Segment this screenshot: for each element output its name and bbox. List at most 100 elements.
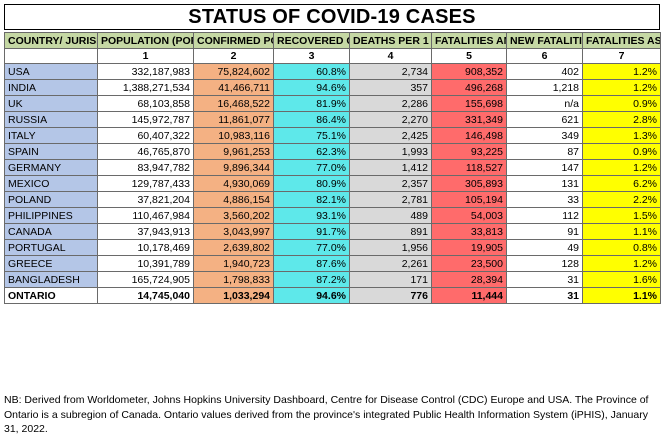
cell-confirmed: 4,886,154 [193, 191, 274, 208]
cell-country: GREECE [4, 255, 98, 272]
header-new-fatalities: NEW FATALITIES [506, 32, 583, 49]
column-number: 4 [349, 48, 432, 64]
cell-country: RUSSIA [4, 111, 98, 128]
cell-country: USA [4, 63, 98, 80]
table-row: GREECE 10,391,789 1,940,723 87.6% 2,261 23,50… [4, 255, 661, 272]
cell-new-fatalities: 49 [506, 239, 583, 256]
cell-population: 37,821,204 [97, 191, 194, 208]
cell-population: 46,765,870 [97, 143, 194, 160]
cell-country: INDIA [4, 79, 98, 96]
cell-deaths-per-million: 2,781 [349, 191, 432, 208]
cell-fatality-pct: 1.3% [582, 127, 661, 144]
cell-country: PHILIPPINES [4, 207, 98, 224]
header-population: POPULATION (POP) [97, 32, 194, 49]
cell-population: 14,745,040 [97, 287, 194, 304]
column-number: 5 [431, 48, 507, 64]
header-recovered: RECOVERED CASES AS % OF CP [273, 32, 350, 49]
cell-confirmed: 41,466,711 [193, 79, 274, 96]
cell-deaths-per-million: 2,734 [349, 63, 432, 80]
cell-fatality-pct: 1.1% [582, 223, 661, 240]
table-row: UK 68,103,858 16,468,522 81.9% 2,286 155,698 n… [4, 95, 661, 112]
table-row: GERMANY 83,947,782 9,896,344 77.0% 1,412 118,… [4, 159, 661, 176]
cell-fatalities: 908,352 [431, 63, 507, 80]
cell-recovered: 80.9% [273, 175, 350, 192]
cell-fatalities: 331,349 [431, 111, 507, 128]
cell-fatality-pct: 1.2% [582, 79, 661, 96]
cell-recovered: 94.6% [273, 79, 350, 96]
cell-deaths-per-million: 2,425 [349, 127, 432, 144]
cell-population: 10,178,469 [97, 239, 194, 256]
cell-fatalities: 146,498 [431, 127, 507, 144]
cell-new-fatalities: 33 [506, 191, 583, 208]
cell-new-fatalities: n/a [506, 95, 583, 112]
cell-fatality-pct: 6.2% [582, 175, 661, 192]
column-number-row: 1 2 3 4 5 6 7 [4, 48, 661, 64]
cell-recovered: 86.4% [273, 111, 350, 128]
cell-population: 332,187,983 [97, 63, 194, 80]
cell-confirmed: 75,824,602 [193, 63, 274, 80]
cell-fatality-pct: 1.2% [582, 63, 661, 80]
table-row: PHILIPPINES 110,467,984 3,560,202 93.1% 489 5… [4, 207, 661, 224]
cell-population: 165,724,905 [97, 271, 194, 288]
table-row: RUSSIA 145,972,787 11,861,077 86.4% 2,270 331… [4, 111, 661, 128]
cell-deaths-per-million: 1,412 [349, 159, 432, 176]
table-row: CANADA 37,943,913 3,043,997 91.7% 891 33,813 9… [4, 223, 661, 240]
cell-confirmed: 9,896,344 [193, 159, 274, 176]
cell-population: 129,787,433 [97, 175, 194, 192]
cell-country: MEXICO [4, 175, 98, 192]
cell-population: 10,391,789 [97, 255, 194, 272]
cell-confirmed: 4,930,069 [193, 175, 274, 192]
cell-country: SPAIN [4, 143, 98, 160]
cell-new-fatalities: 621 [506, 111, 583, 128]
cell-recovered: 87.6% [273, 255, 350, 272]
cell-fatalities: 305,893 [431, 175, 507, 192]
cell-fatalities: 19,905 [431, 239, 507, 256]
header-confirmed: CONFIRMED POSITIVE CASES (CP) [193, 32, 274, 49]
cell-recovered: 77.0% [273, 159, 350, 176]
cell-confirmed: 9,961,253 [193, 143, 274, 160]
cell-new-fatalities: 147 [506, 159, 583, 176]
cell-fatality-pct: 1.1% [582, 287, 661, 304]
header-country: COUNTRY/ JURISDICTION [4, 32, 98, 49]
cell-deaths-per-million: 2,261 [349, 255, 432, 272]
cell-new-fatalities: 349 [506, 127, 583, 144]
cell-confirmed: 1,033,294 [193, 287, 274, 304]
table-row: ONTARIO 14,745,040 1,033,294 94.6% 776 11,444… [4, 287, 661, 304]
cell-deaths-per-million: 2,270 [349, 111, 432, 128]
column-number: 6 [506, 48, 583, 64]
cell-fatality-pct: 2.8% [582, 111, 661, 128]
cell-new-fatalities: 1,218 [506, 79, 583, 96]
cell-fatalities: 11,444 [431, 287, 507, 304]
cell-fatalities: 155,698 [431, 95, 507, 112]
cell-confirmed: 2,639,802 [193, 239, 274, 256]
cell-confirmed: 16,468,522 [193, 95, 274, 112]
column-number: 1 [97, 48, 194, 64]
cell-confirmed: 3,560,202 [193, 207, 274, 224]
column-number: 3 [273, 48, 350, 64]
cell-country: ONTARIO [4, 287, 98, 304]
cell-country: POLAND [4, 191, 98, 208]
column-number: 2 [193, 48, 274, 64]
cell-recovered: 81.9% [273, 95, 350, 112]
cell-population: 110,467,984 [97, 207, 194, 224]
cell-population: 145,972,787 [97, 111, 194, 128]
table-row: USA 332,187,983 75,824,602 60.8% 2,734 908,35… [4, 63, 661, 80]
cell-country: BANGLADESH [4, 271, 98, 288]
cell-fatalities: 496,268 [431, 79, 507, 96]
cell-confirmed: 3,043,997 [193, 223, 274, 240]
cell-population: 83,947,782 [97, 159, 194, 176]
cell-country: ITALY [4, 127, 98, 144]
cell-deaths-per-million: 1,956 [349, 239, 432, 256]
cell-new-fatalities: 131 [506, 175, 583, 192]
cell-fatality-pct: 0.9% [582, 95, 661, 112]
cell-confirmed: 10,983,116 [193, 127, 274, 144]
cell-fatality-pct: 1.2% [582, 255, 661, 272]
cell-deaths-per-million: 891 [349, 223, 432, 240]
cell-confirmed: 1,798,833 [193, 271, 274, 288]
cell-recovered: 60.8% [273, 63, 350, 80]
cell-new-fatalities: 402 [506, 63, 583, 80]
cell-new-fatalities: 31 [506, 287, 583, 304]
cell-new-fatalities: 87 [506, 143, 583, 160]
cell-new-fatalities: 31 [506, 271, 583, 288]
table-row: PORTUGAL 10,178,469 2,639,802 77.0% 1,956 19,… [4, 239, 661, 256]
